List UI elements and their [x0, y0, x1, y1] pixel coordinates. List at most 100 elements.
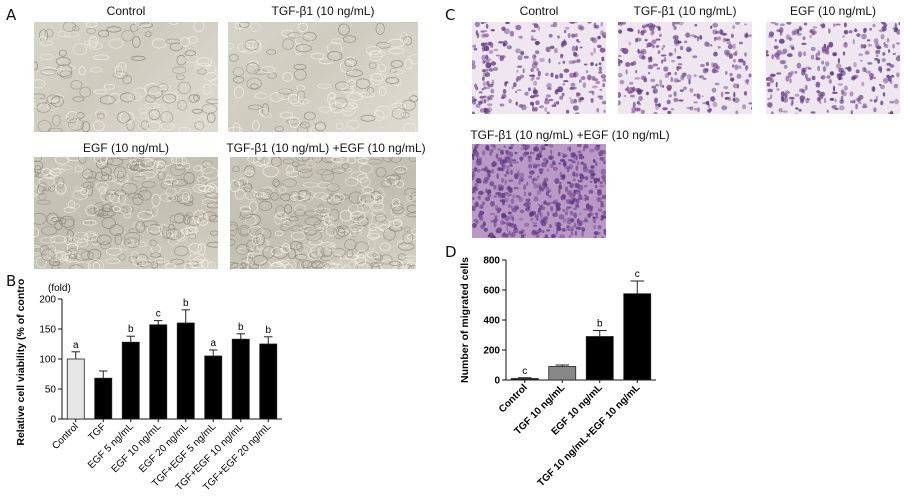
cell-texture	[476, 196, 481, 199]
cell-texture	[710, 96, 716, 102]
cell-texture	[346, 69, 363, 77]
cell-texture	[559, 171, 562, 178]
cell-texture	[562, 194, 566, 200]
cell-texture	[346, 119, 360, 130]
cell-texture	[555, 206, 561, 211]
cell-texture	[562, 209, 565, 212]
significance-letter: b	[597, 319, 603, 330]
cell-texture	[521, 234, 526, 237]
cell-texture	[192, 108, 203, 114]
cell-texture	[399, 31, 408, 44]
cell-texture	[305, 195, 313, 202]
cell-texture	[575, 45, 578, 52]
cell-texture	[550, 72, 554, 78]
cell-texture	[50, 235, 68, 244]
cell-texture	[290, 231, 306, 241]
cell-texture	[558, 61, 561, 65]
cell-texture	[559, 95, 564, 100]
panel-b-letter: B	[6, 272, 17, 290]
cell-texture	[584, 194, 587, 197]
cell-texture	[334, 81, 350, 92]
cell-texture	[563, 154, 568, 158]
cell-texture	[732, 43, 736, 50]
cell-texture	[860, 59, 863, 62]
cell-texture	[655, 104, 659, 110]
cell-texture	[825, 61, 830, 67]
cell-texture	[233, 76, 245, 84]
cell-texture	[100, 189, 115, 203]
cell-texture	[618, 73, 623, 78]
cell-texture	[598, 66, 602, 72]
cell-texture	[246, 239, 257, 253]
cell-texture	[162, 93, 177, 104]
cell-texture	[316, 168, 334, 176]
cell-texture	[667, 87, 672, 91]
cell-texture	[388, 220, 403, 228]
cell-texture	[332, 193, 345, 203]
significance-letter: b	[238, 322, 244, 333]
cell-texture	[359, 176, 371, 188]
cell-texture	[546, 229, 551, 232]
cell-texture	[54, 157, 70, 165]
cell-texture	[583, 163, 587, 170]
cell-texture	[516, 170, 520, 176]
cell-texture	[152, 158, 167, 169]
cell-texture	[569, 210, 573, 215]
cell-texture	[41, 67, 58, 75]
cell-texture	[858, 53, 863, 57]
cell-texture	[376, 41, 391, 49]
cell-texture	[44, 173, 56, 180]
cell-texture	[730, 77, 735, 82]
cell-texture	[660, 54, 667, 57]
cell-texture	[407, 212, 416, 218]
cell-texture	[339, 209, 353, 222]
cell-texture	[329, 208, 340, 222]
cell-texture	[652, 44, 655, 49]
cell-texture	[702, 77, 707, 80]
cell-texture	[700, 63, 705, 68]
cell-texture	[295, 43, 312, 53]
cell-texture	[137, 189, 152, 201]
cell-texture	[843, 30, 849, 35]
cell-texture	[672, 22, 675, 27]
x-tick-label: Control	[497, 382, 530, 415]
cell-texture	[554, 74, 559, 79]
cell-texture	[768, 31, 775, 37]
cell-texture	[495, 191, 502, 196]
cell-texture	[860, 44, 864, 49]
cell-texture	[581, 227, 586, 232]
cell-texture	[67, 242, 79, 254]
cell-texture	[599, 184, 605, 188]
cell-texture	[36, 185, 45, 196]
cell-texture	[744, 52, 747, 57]
cell-texture	[44, 29, 54, 38]
cell-texture	[127, 192, 143, 199]
cell-texture	[532, 106, 535, 112]
cell-texture	[667, 71, 672, 76]
cell-texture	[559, 73, 564, 79]
panel-d-letter: D	[445, 243, 457, 261]
cell-texture	[170, 157, 188, 164]
cell-texture	[886, 62, 892, 66]
cell-texture	[733, 58, 736, 63]
cell-texture	[883, 42, 886, 46]
cell-texture	[126, 119, 135, 131]
cell-texture	[533, 147, 538, 151]
cell-texture	[488, 97, 493, 101]
cell-texture	[66, 157, 81, 162]
cell-texture	[483, 177, 490, 181]
cell-texture	[541, 204, 544, 207]
cell-texture	[320, 255, 333, 262]
cell-texture	[715, 65, 720, 70]
cell-texture	[550, 201, 557, 204]
cell-texture	[52, 114, 61, 127]
cell-texture	[545, 94, 551, 98]
cell-texture	[816, 96, 821, 102]
cell-texture	[128, 92, 142, 102]
cell-texture	[501, 93, 507, 99]
cell-texture	[812, 26, 818, 29]
cell-texture	[556, 226, 562, 232]
cell-texture	[559, 181, 562, 186]
cell-texture	[506, 165, 510, 171]
cell-texture	[640, 48, 647, 55]
